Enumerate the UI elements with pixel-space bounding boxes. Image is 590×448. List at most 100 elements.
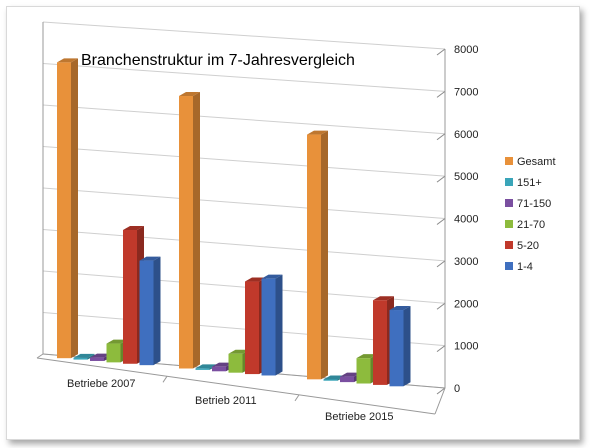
bar-top [356,354,378,359]
legend-swatch [505,157,513,165]
bar-front [212,366,226,372]
bars [57,58,411,387]
bar-front [340,376,354,383]
bar-top [57,58,78,63]
bar-151+-0 [73,353,95,360]
tick-mark [436,90,446,98]
tick-mark [436,387,446,395]
bar-side [193,92,200,369]
gridline [42,21,446,50]
bar-top [389,306,411,311]
bar-chart-3d: 0 1000 2000 3000 4000 5000 6000 7000 8000 Betrieb… [36,21,556,423]
y-tick-label: 6000 [454,129,478,141]
y-tick-label: 2000 [454,298,478,310]
legend-label: 151+ [517,177,542,189]
tick-mark [436,175,446,183]
tick-mark [436,133,446,141]
chart-title: Branchenstruktur im 7-Jahresvergleich [81,52,355,69]
axis-labels: 0 1000 2000 3000 4000 5000 6000 7000 8000 Betrieb… [67,44,478,423]
x-tick-mark [294,394,300,402]
legend-swatch [505,220,513,228]
bar-top [195,364,217,369]
bar-top [73,353,95,358]
legend-swatch [505,199,513,207]
bar-front [90,357,104,361]
legend-label: 1-4 [517,261,533,273]
floor-right-edge [434,387,446,415]
tick-mark [436,345,446,353]
bar-side [321,130,328,380]
tick-mark [436,218,446,225]
bar-front [307,134,321,380]
bar-top [90,353,111,358]
legend-label: 5-20 [517,240,539,252]
tick-mark [436,48,446,56]
bar-top [307,130,328,135]
bar-front [106,343,121,363]
bar-side [275,274,283,376]
bar-top [245,277,266,282]
legend-label: 71-150 [517,198,551,210]
x-category-label: Betriebe 2015 [325,411,394,423]
gridline [42,146,446,177]
bar-front [373,300,387,385]
bar-top [106,339,128,344]
bar-front [139,260,154,366]
chart-frame: 0 1000 2000 3000 4000 5000 6000 7000 8000 Betrieb… [6,6,580,440]
tick-mark [436,302,446,310]
bar-front [123,230,137,364]
bar-side [87,353,95,360]
y-tick-label: 1000 [454,341,478,353]
bar-top [139,256,161,261]
x-category-label: Betriebe 2007 [67,378,136,390]
bar-front [179,96,193,369]
y-tick-label: 3000 [454,256,478,268]
legend-swatch [505,262,513,270]
bar-side [153,256,161,366]
bar-front [245,281,259,375]
gridline [42,229,446,262]
bar-front [323,379,338,381]
bar-top [261,274,283,279]
bar-side [403,306,411,387]
bar-top [323,375,345,380]
legend-swatch [505,178,513,186]
floor-left-edge [36,353,44,359]
bar-front [228,353,243,373]
gridline [42,187,446,219]
y-tick-label: 8000 [454,44,478,56]
bar-Gesamt-1 [179,92,200,369]
bar-1-4-1 [261,274,283,376]
bar-top [340,372,361,377]
bar-top [212,362,233,367]
tick-mark [436,260,446,268]
bar-front [57,62,71,359]
bar-front [356,358,371,384]
y-tick-label: 5000 [454,171,478,183]
bar-1-4-0 [139,256,161,366]
bar-top [123,226,144,231]
bar-front [73,357,88,360]
bar-Gesamt-2 [307,130,328,380]
gridline [42,104,446,135]
bar-top [179,92,200,97]
floor-front-edge [36,357,436,415]
bar-front [261,278,276,376]
bar-Gesamt-0 [57,58,78,359]
bar-side [71,58,78,359]
y-tick-label: 4000 [454,214,478,226]
legend: Gesamt 151+ 71-150 21-70 5-20 1-4 [505,156,556,273]
bar-front [389,310,404,387]
y-tick-label: 0 [454,383,460,395]
y-tick-label: 7000 [454,86,478,98]
x-category-label: Betrieb 2011 [195,395,257,407]
bar-front [195,368,210,370]
gridline [42,63,446,92]
bar-top [228,349,250,354]
legend-swatch [505,241,513,249]
legend-label: Gesamt [517,156,556,168]
legend-label: 21-70 [517,219,545,231]
x-tick-mark [162,376,168,383]
bar-1-4-2 [389,306,411,387]
bar-top [373,296,394,301]
